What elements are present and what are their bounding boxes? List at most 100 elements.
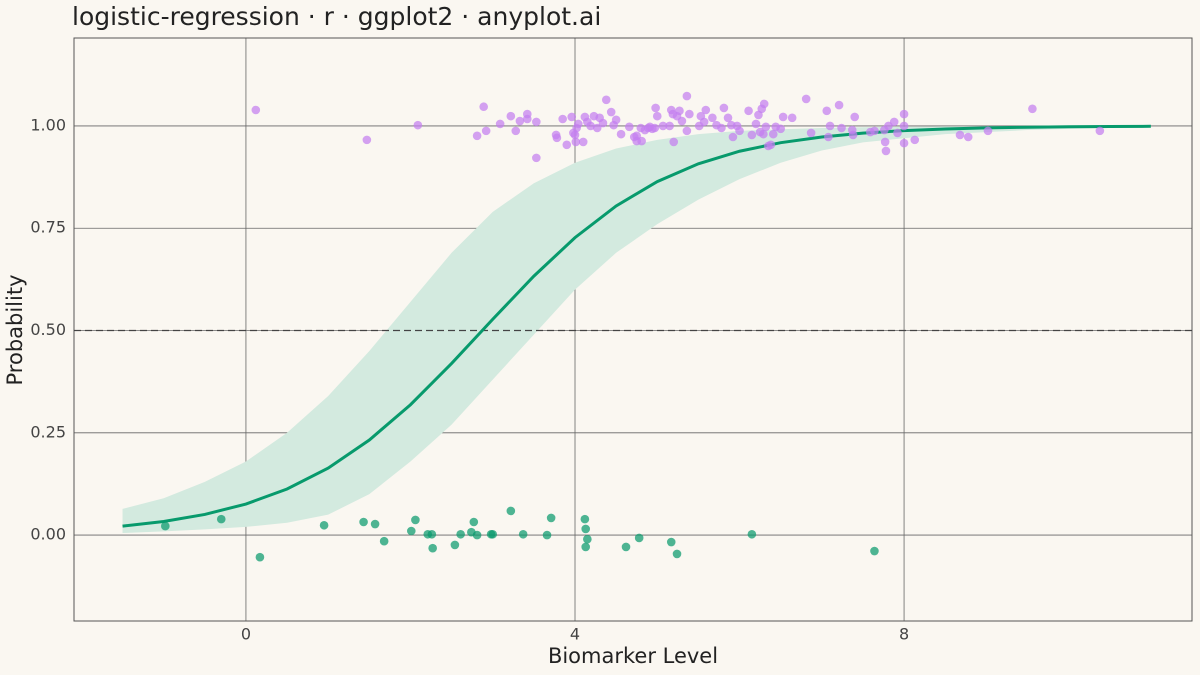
data-point [511, 126, 521, 136]
data-point [621, 542, 631, 552]
data-point [592, 123, 602, 133]
data-point [581, 524, 590, 534]
data-point [251, 105, 261, 115]
chart-title: logistic-regression · r · ggplot2 · anyp… [72, 2, 601, 31]
data-point [666, 537, 676, 547]
data-point [766, 140, 776, 150]
data-point [669, 137, 679, 147]
data-point [751, 119, 761, 129]
data-point [571, 137, 581, 147]
data-point [747, 130, 757, 140]
data-point [586, 121, 595, 131]
data-point [522, 114, 532, 124]
data-point [801, 94, 811, 104]
y-tick-label: 0.00 [30, 525, 66, 544]
data-point [665, 121, 674, 131]
data-point [651, 103, 660, 113]
data-point [728, 132, 738, 142]
data-point [601, 95, 611, 105]
data-point [583, 534, 592, 544]
data-point [806, 128, 816, 138]
x-tick-label: 4 [570, 625, 580, 644]
data-point [768, 129, 778, 139]
data-point [634, 533, 644, 543]
data-point [701, 105, 711, 115]
data-point [616, 129, 626, 139]
x-tick-label: 0 [241, 625, 251, 644]
data-point [598, 118, 608, 128]
data-point [495, 119, 505, 129]
data-point [735, 126, 744, 136]
data-point [567, 112, 577, 122]
data-point [472, 530, 482, 540]
data-point [606, 107, 616, 117]
data-point [825, 121, 835, 131]
data-point [881, 146, 891, 156]
x-axis-label: Biomarker Level [548, 644, 718, 668]
data-point [532, 117, 541, 127]
data-point [624, 122, 634, 132]
data-point [708, 113, 717, 123]
data-point [580, 514, 590, 524]
data-point [834, 100, 844, 110]
data-point [963, 132, 973, 142]
data-point [637, 136, 646, 146]
data-point [481, 126, 491, 136]
data-point [837, 123, 846, 133]
data-point [899, 121, 909, 131]
data-point [685, 109, 694, 119]
data-point [411, 515, 420, 525]
data-point [578, 137, 588, 147]
y-tick-label: 0.25 [30, 422, 66, 441]
data-point [488, 529, 498, 539]
data-point [611, 115, 621, 125]
y-axis-label: Probability [3, 274, 27, 385]
data-point [682, 126, 692, 136]
data-point [359, 517, 368, 527]
data-point [682, 91, 692, 101]
data-point [747, 529, 757, 539]
data-point [428, 543, 437, 553]
data-point [427, 529, 437, 539]
data-point [889, 117, 899, 127]
data-point [983, 126, 993, 136]
data-point [562, 140, 572, 150]
data-point [573, 119, 583, 129]
data-point [899, 109, 909, 119]
data-point [677, 116, 687, 126]
data-point [506, 111, 516, 121]
data-point [362, 135, 372, 145]
x-tick-label: 8 [899, 625, 909, 644]
data-point [723, 113, 733, 123]
data-point [880, 137, 890, 147]
data-point [558, 114, 567, 124]
data-point [319, 520, 329, 530]
data-point [744, 106, 753, 116]
y-tick-label: 1.00 [30, 115, 66, 134]
data-point [216, 514, 226, 524]
data-point [778, 112, 788, 122]
data-point [406, 526, 416, 536]
data-point [717, 123, 726, 133]
data-point [776, 124, 785, 134]
fit-curve [122, 124, 1151, 528]
data-point [518, 529, 528, 539]
data-point [542, 530, 552, 540]
data-point [824, 132, 833, 142]
data-point [472, 131, 482, 141]
data-point [506, 506, 516, 516]
data-point [1095, 126, 1105, 136]
data-point [255, 552, 265, 562]
data-point [469, 517, 479, 527]
data-point [759, 99, 769, 109]
data-point [672, 549, 682, 559]
data-point [893, 128, 902, 138]
data-point [699, 117, 709, 127]
data-point [759, 129, 768, 139]
data-point [658, 121, 668, 131]
data-point [910, 135, 920, 145]
data-point [161, 521, 170, 531]
